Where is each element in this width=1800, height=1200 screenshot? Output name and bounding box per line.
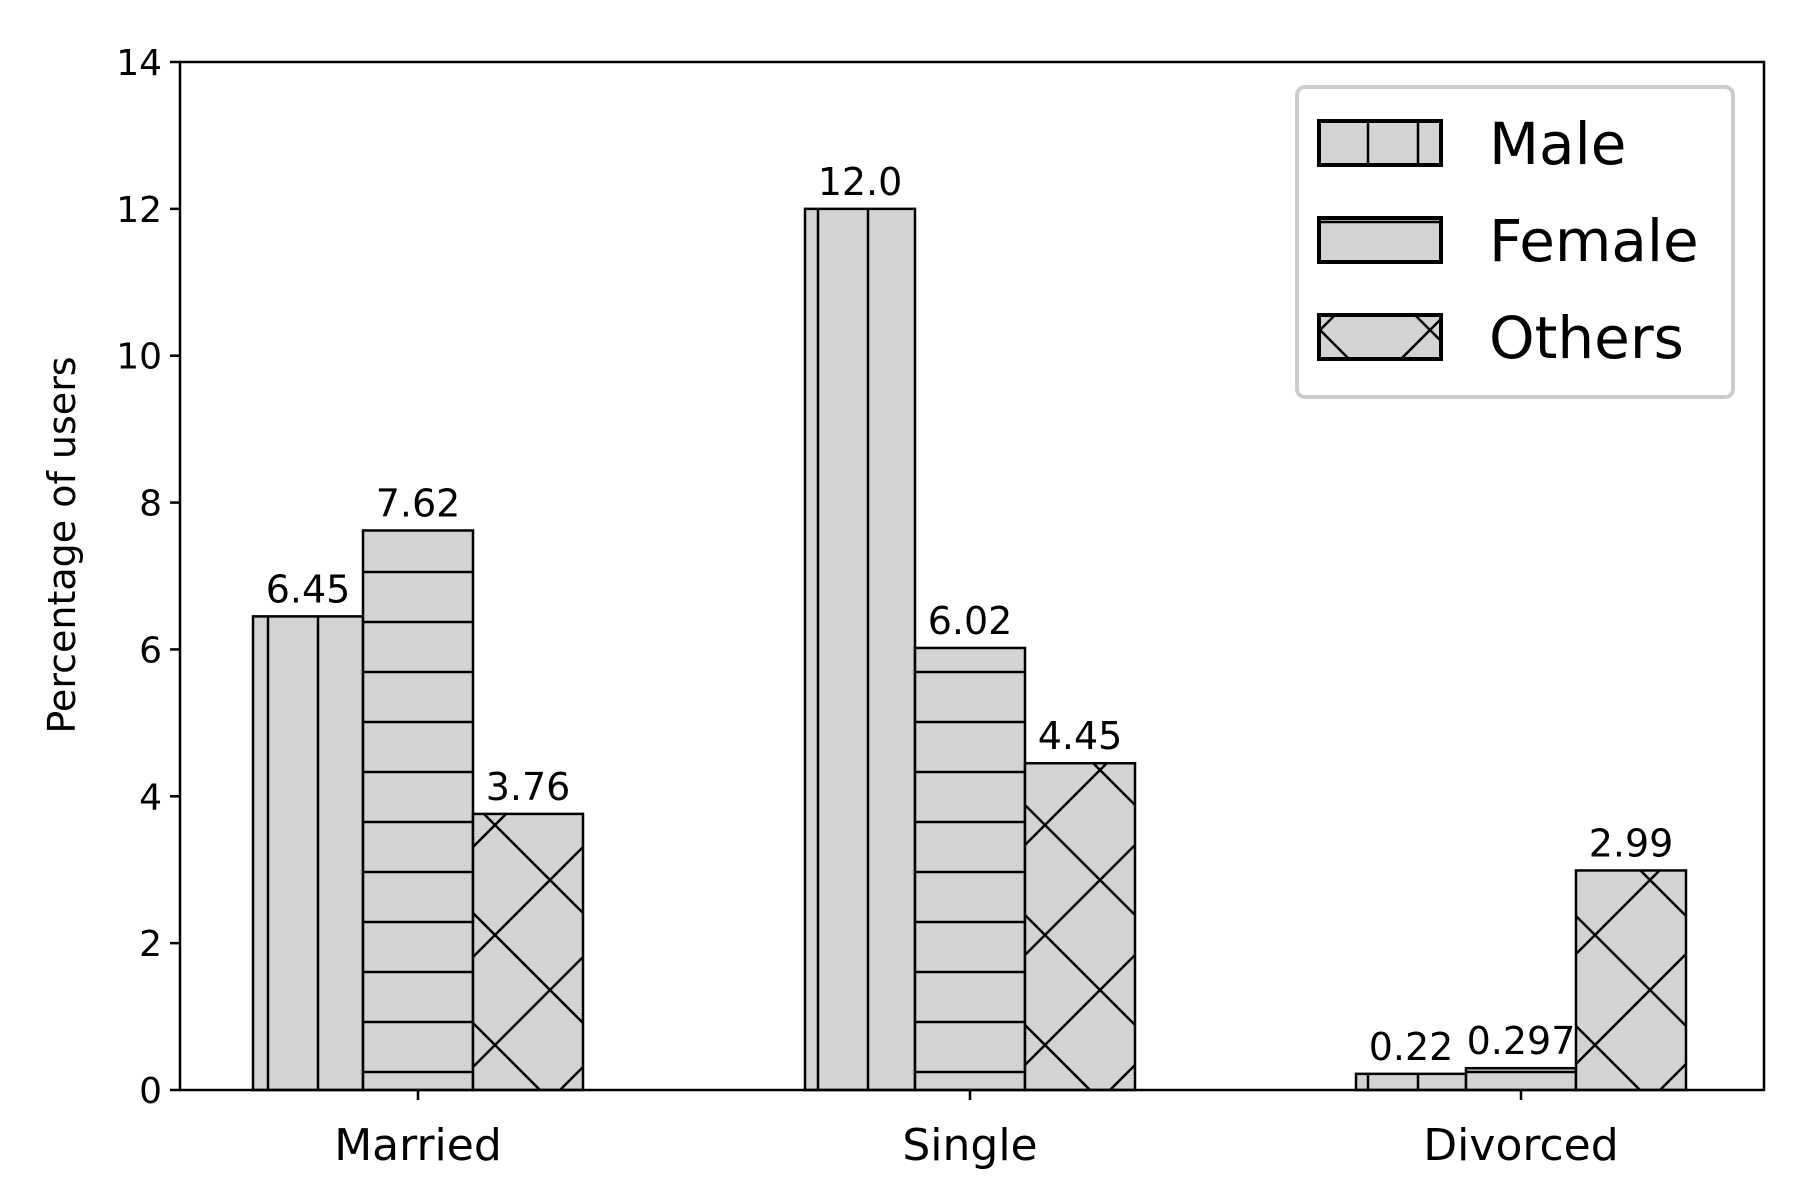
y-tick-label: 6 — [139, 630, 162, 671]
y-axis-label: Percentage of users — [40, 356, 84, 733]
legend-swatch-male — [1317, 119, 1443, 167]
data-label: 2.99 — [1589, 821, 1674, 865]
data-label: 7.62 — [376, 481, 461, 525]
x-tick-label: Divorced — [1423, 1120, 1618, 1171]
legend-swatch-others — [1317, 313, 1443, 361]
y-tick-label: 2 — [139, 924, 162, 965]
plot-area: 0 2 4 6 8 10 12 14 Married Single Divorced 6.45 12.0… — [116, 43, 1688, 1171]
data-label: 3.76 — [486, 765, 571, 809]
y-tick-label: 10 — [116, 337, 162, 378]
legend-swatch-female — [1317, 216, 1443, 264]
bar-male-divorced — [1354, 1072, 1468, 1092]
legend-label-male: Male — [1489, 110, 1626, 178]
bar-female-single — [913, 646, 1027, 1092]
y-tick-label: 12 — [116, 190, 162, 231]
legend-label-female: Female — [1489, 207, 1699, 275]
y-tick-label: 4 — [139, 777, 162, 818]
y-tick-label: 8 — [139, 484, 162, 525]
data-label: 6.02 — [928, 599, 1013, 643]
bar-others-single — [1023, 761, 1137, 1092]
bar-male-single — [803, 207, 917, 1092]
data-label: 0.297 — [1467, 1019, 1576, 1063]
axes-frame — [178, 60, 1766, 1092]
bar-female-married — [361, 529, 475, 1092]
x-tick-label: Single — [902, 1120, 1037, 1171]
data-label: 12.0 — [818, 160, 903, 204]
x-tick-label: Married — [334, 1120, 502, 1171]
legend: Male Female Others — [1295, 85, 1735, 399]
bar-others-married — [471, 812, 585, 1092]
y-tick-label: 14 — [116, 43, 162, 84]
y-tick-label: 0 — [139, 1071, 162, 1112]
data-label: 6.45 — [266, 567, 351, 611]
data-label: 0.22 — [1369, 1025, 1454, 1069]
legend-label-others: Others — [1489, 304, 1684, 372]
data-label: 4.45 — [1038, 714, 1123, 758]
bar-female-divorced — [1464, 1066, 1578, 1092]
bar-others-divorced — [1574, 869, 1688, 1092]
bar-male-married — [251, 615, 365, 1092]
